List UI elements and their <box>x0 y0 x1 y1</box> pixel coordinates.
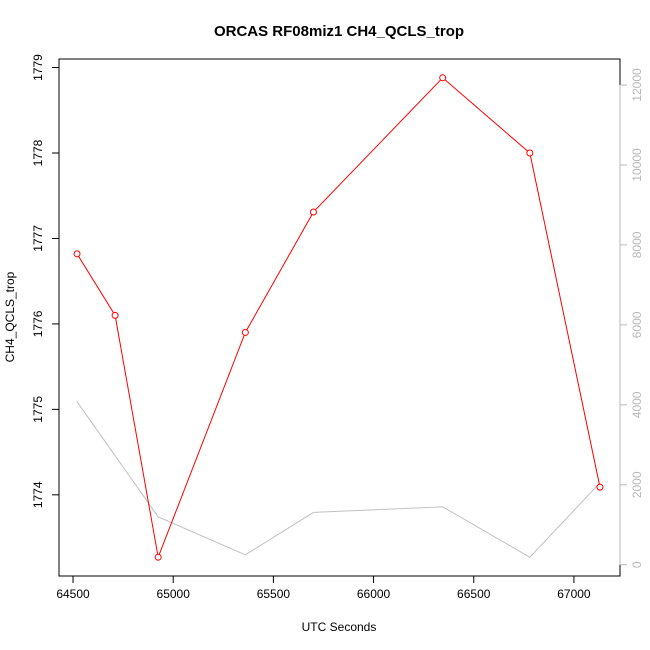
data-point <box>439 74 447 82</box>
y2-tick-label: 4000 <box>630 391 644 418</box>
plot-frame <box>58 58 621 577</box>
y-axis-left: 1774 1775 1776 1777 1778 1779 <box>31 54 60 508</box>
data-point <box>309 208 317 216</box>
x-tick-label: 67000 <box>557 587 591 601</box>
chart-title: ORCAS RF08miz1 CH4_QCLS_trop <box>214 23 464 40</box>
y2-tick-label: 12000 <box>630 68 644 102</box>
y2-tick-label: 2000 <box>630 471 644 498</box>
y-axis-right: 0 2000 4000 6000 8000 10000 12000 <box>619 68 644 568</box>
y-tick-label: 1778 <box>31 139 45 166</box>
data-point <box>241 328 249 336</box>
data-point <box>596 483 604 491</box>
y2-tick-label: 8000 <box>630 231 644 258</box>
x-tick-label: 65000 <box>157 587 191 601</box>
x-tick-label: 66500 <box>457 587 491 601</box>
y-tick-label: 1776 <box>31 310 45 337</box>
data-point <box>154 553 162 561</box>
series-line-left <box>76 77 601 560</box>
x-tick-label: 64500 <box>56 587 90 601</box>
x-tick-label: 66000 <box>357 587 391 601</box>
y2-tick-label: 6000 <box>630 311 644 338</box>
y-tick-label: 1777 <box>31 225 45 252</box>
x-tick-label: 65500 <box>257 587 291 601</box>
series-layer <box>73 74 604 561</box>
data-point <box>73 250 81 258</box>
y2-tick-label: 0 <box>630 561 644 568</box>
y2-tick-label: 10000 <box>630 148 644 182</box>
x-axis: 64500 65000 65500 66000 66500 67000 <box>56 575 591 601</box>
y-axis-label: CH4_QCLS_trop <box>3 271 17 362</box>
data-point <box>526 149 534 157</box>
y-tick-label: 1779 <box>31 54 45 81</box>
y-tick-label: 1775 <box>31 396 45 423</box>
x-axis-label: UTC Seconds <box>302 620 377 634</box>
data-point <box>111 311 119 319</box>
y-tick-label: 1774 <box>31 481 45 508</box>
series-line-right <box>76 401 601 558</box>
